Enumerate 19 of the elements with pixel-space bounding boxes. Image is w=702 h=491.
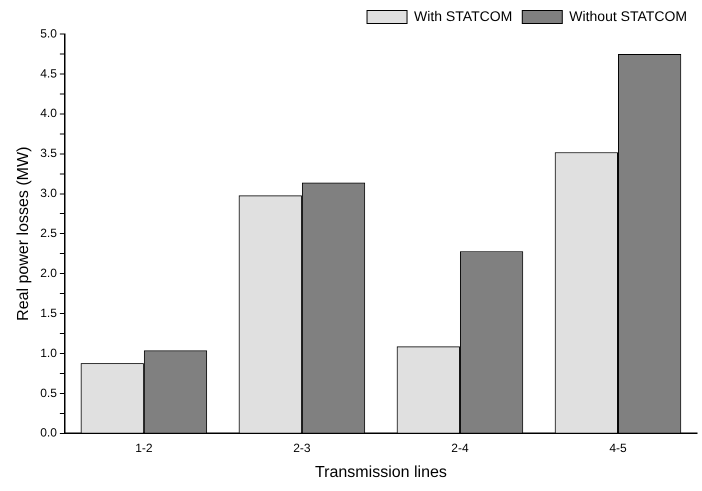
y-tick-label: 1.5 [40,306,58,320]
legend-label: With STATCOM [414,8,512,24]
y-axis-title: Real power losses (MW) [15,146,32,321]
x-tick-label: 2-3 [293,440,311,455]
y-tick-label: 3.5 [40,146,58,160]
y-tick-label: 0.5 [40,386,58,400]
x-tick-label: 1-2 [135,440,153,455]
y-tick-label: 5.0 [40,26,58,40]
y-tick-label: 4.0 [40,106,58,120]
x-axis-title: Transmission lines [314,464,447,481]
legend-label: Without STATCOM [569,8,688,24]
y-tick-label: 2.0 [40,266,58,280]
y-tick-label: 0.0 [40,426,58,440]
y-tick-label: 3.0 [40,186,58,200]
x-tick-label: 4-5 [609,440,627,455]
y-tick-label: 1.0 [40,346,58,360]
y-tick-label: 2.5 [40,226,58,240]
y-tick-label: 4.5 [40,66,58,80]
x-tick-label: 2-4 [451,440,469,455]
